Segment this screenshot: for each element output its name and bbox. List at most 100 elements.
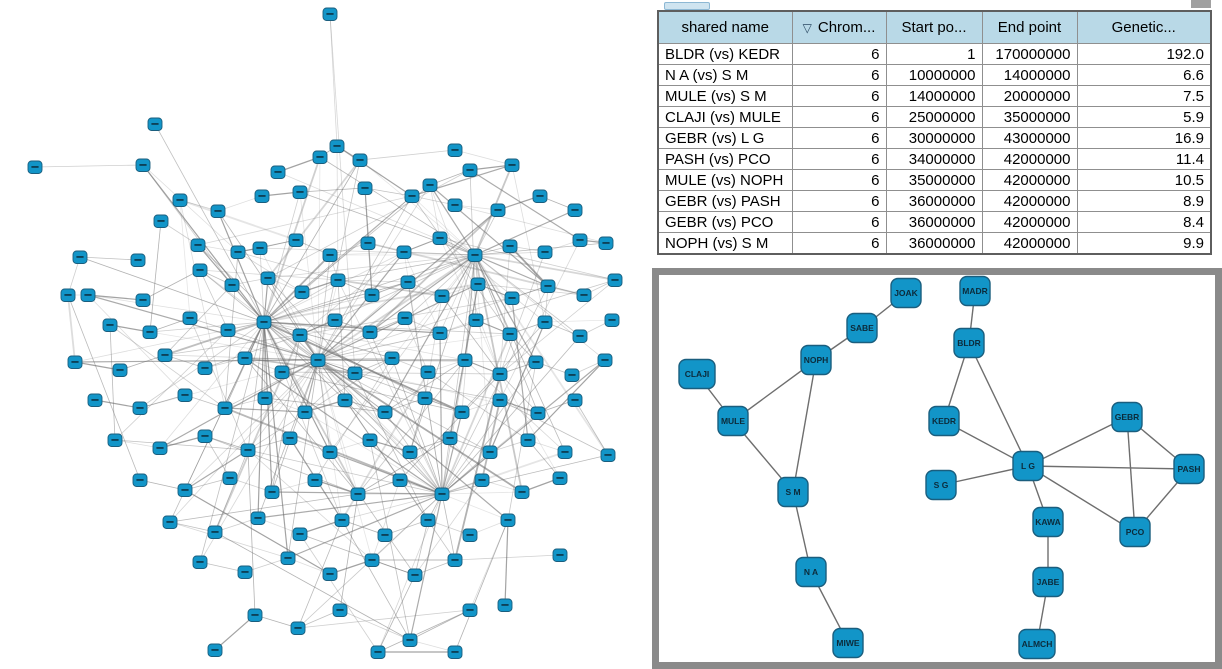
network-node[interactable]: [190, 238, 206, 252]
network-node[interactable]: [540, 279, 556, 293]
network-node[interactable]: [270, 165, 286, 179]
cell-shared-name[interactable]: NOPH (vs) S M: [657, 232, 793, 255]
node-BLDR[interactable]: BLDR: [953, 327, 985, 359]
network-node[interactable]: [237, 351, 253, 365]
network-node[interactable]: [153, 214, 169, 228]
node-MIWE[interactable]: MIWE: [832, 627, 864, 659]
node-JABE[interactable]: JABE: [1032, 566, 1064, 598]
cell-value[interactable]: 6: [791, 64, 887, 86]
network-node[interactable]: [447, 198, 463, 212]
network-node[interactable]: [322, 445, 338, 459]
network-node[interactable]: [237, 565, 253, 579]
network-node[interactable]: [572, 233, 588, 247]
cell-value[interactable]: 35000000: [981, 106, 1078, 128]
network-node[interactable]: [457, 353, 473, 367]
network-edge-L G-PASH[interactable]: [1027, 465, 1190, 470]
cell-value[interactable]: 11.4: [1076, 148, 1212, 170]
network-node[interactable]: [384, 351, 400, 365]
node-KEDR[interactable]: KEDR: [928, 405, 960, 437]
network-node[interactable]: [492, 393, 508, 407]
node-SABE[interactable]: SABE: [846, 312, 878, 344]
network-node[interactable]: [447, 645, 463, 659]
network-node[interactable]: [397, 311, 413, 325]
network-node[interactable]: [604, 313, 620, 327]
cell-value[interactable]: 1: [885, 43, 983, 65]
cell-value[interactable]: 6: [791, 148, 887, 170]
network-node[interactable]: [537, 245, 553, 259]
network-node[interactable]: [462, 528, 478, 542]
cell-value[interactable]: 10000000: [885, 64, 983, 86]
cell-value[interactable]: 6: [791, 85, 887, 107]
network-node[interactable]: [162, 515, 178, 529]
network-node[interactable]: [360, 236, 376, 250]
network-node[interactable]: [207, 525, 223, 539]
cell-value[interactable]: 14000000: [981, 64, 1078, 86]
network-node[interactable]: [607, 273, 623, 287]
cell-shared-name[interactable]: PASH (vs) PCO: [657, 148, 793, 170]
network-node[interactable]: [135, 293, 151, 307]
table-row[interactable]: GEBR (vs) L G 6 30000000 43000000 16.9: [657, 127, 1212, 149]
node-NOPH[interactable]: NOPH: [800, 344, 832, 376]
network-node[interactable]: [352, 153, 368, 167]
network-node[interactable]: [297, 405, 313, 419]
cell-value[interactable]: 7.5: [1076, 85, 1212, 107]
network-node[interactable]: [404, 189, 420, 203]
cell-value[interactable]: 6: [791, 211, 887, 233]
network-node[interactable]: [462, 603, 478, 617]
network-node[interactable]: [362, 433, 378, 447]
network-node[interactable]: [500, 513, 516, 527]
cell-value[interactable]: 36000000: [885, 190, 983, 212]
network-node[interactable]: [468, 313, 484, 327]
node-MULE[interactable]: MULE: [717, 405, 749, 437]
network-node[interactable]: [220, 323, 236, 337]
network-node[interactable]: [132, 473, 148, 487]
network-node[interactable]: [292, 328, 308, 342]
network-node[interactable]: [432, 326, 448, 340]
network-node[interactable]: [157, 348, 173, 362]
network-node[interactable]: [474, 473, 490, 487]
node-PCO[interactable]: PCO: [1119, 516, 1151, 548]
network-node[interactable]: [564, 368, 580, 382]
network-node[interactable]: [407, 568, 423, 582]
network-node[interactable]: [152, 441, 168, 455]
cell-value[interactable]: 9.9: [1076, 232, 1212, 255]
network-node[interactable]: [347, 366, 363, 380]
network-node[interactable]: [294, 285, 310, 299]
network-node[interactable]: [80, 288, 96, 302]
cell-shared-name[interactable]: BLDR (vs) KEDR: [657, 43, 793, 65]
network-node[interactable]: [442, 431, 458, 445]
network-node[interactable]: [420, 365, 436, 379]
network-edge-L G-PCO[interactable]: [1027, 465, 1136, 533]
network-node[interactable]: [502, 239, 518, 253]
cell-value[interactable]: 6: [791, 127, 887, 149]
network-node[interactable]: [447, 553, 463, 567]
cell-value[interactable]: 42000000: [981, 190, 1078, 212]
table-row[interactable]: N A (vs) S M 6 10000000 14000000 6.6: [657, 64, 1212, 86]
network-node[interactable]: [567, 203, 583, 217]
cell-value[interactable]: 34000000: [885, 148, 983, 170]
network-node[interactable]: [197, 429, 213, 443]
network-node[interactable]: [330, 273, 346, 287]
cell-shared-name[interactable]: CLAJI (vs) MULE: [657, 106, 793, 128]
network-node[interactable]: [322, 248, 338, 262]
network-node[interactable]: [260, 271, 276, 285]
node-GEBR[interactable]: GEBR: [1111, 401, 1143, 433]
network-node[interactable]: [502, 327, 518, 341]
node-S M[interactable]: S M: [777, 476, 809, 508]
cell-value[interactable]: 170000000: [981, 43, 1078, 65]
network-node[interactable]: [322, 7, 338, 21]
network-node[interactable]: [364, 288, 380, 302]
network-node[interactable]: [27, 160, 43, 174]
network-node[interactable]: [514, 485, 530, 499]
network-node[interactable]: [567, 393, 583, 407]
network-edge-NOPH-S M[interactable]: [792, 359, 817, 493]
network-node[interactable]: [557, 445, 573, 459]
cell-value[interactable]: 30000000: [885, 127, 983, 149]
network-node[interactable]: [470, 277, 486, 291]
network-node[interactable]: [130, 253, 146, 267]
network-node[interactable]: [392, 473, 408, 487]
cell-value[interactable]: 8.9: [1076, 190, 1212, 212]
network-node[interactable]: [572, 329, 588, 343]
network-node[interactable]: [334, 513, 350, 527]
network-node[interactable]: [492, 367, 508, 381]
